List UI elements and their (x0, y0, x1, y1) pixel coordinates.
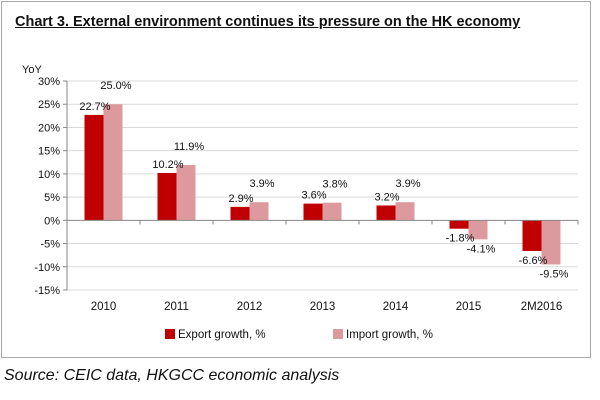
import-bar (541, 220, 561, 265)
export-bar (522, 220, 542, 251)
legend-import-label: Import growth, % (346, 329, 433, 341)
y-tick-label: 5% (44, 192, 60, 204)
y-axis-label: YoY (22, 64, 42, 76)
y-tick-label: 20% (38, 122, 60, 134)
import-bar (395, 202, 415, 221)
legend-import-swatch (333, 329, 343, 339)
export-data-label: 3.6% (301, 190, 326, 202)
export-data-label: -1.8% (446, 233, 475, 245)
export-bar (303, 203, 323, 221)
import-data-label: -4.1% (467, 243, 496, 255)
x-tick-label: 2M2016 (521, 301, 563, 313)
data-labels: 22.7% 25.0% 10.2% 11.9% 2.9% 3.9% 3.6%3.8% 3.2%… (79, 80, 568, 280)
import-bar (249, 202, 269, 221)
export-data-label: 3.2% (374, 191, 399, 203)
import-bar (103, 104, 123, 221)
x-tick-label: 2015 (456, 301, 482, 313)
chart-title: Chart 3. External environment continues … (15, 14, 521, 30)
y-tick-label: -15% (34, 285, 60, 297)
export-data-label: 2.9% (228, 193, 253, 205)
y-tick-label: 30% (38, 76, 60, 88)
x-tick-label: 2012 (237, 301, 263, 313)
export-data-label: 10.2% (152, 159, 183, 171)
y-tick-label: 15% (38, 146, 60, 158)
import-bar (176, 165, 196, 221)
legend-export-label: Export growth, % (178, 329, 266, 341)
export-data-label: 22.7% (79, 101, 110, 113)
export-bar (376, 205, 396, 221)
import-data-label: -9.5% (540, 268, 569, 280)
export-bar (449, 220, 469, 229)
source-note: Source: CEIC data, HKGCC economic analys… (4, 367, 340, 384)
y-tick-label: -5% (40, 239, 60, 251)
axes (63, 80, 579, 291)
y-tick-label: 0% (44, 215, 60, 227)
export-data-label: -6.6% (519, 255, 548, 267)
x-tick-label: 2010 (91, 301, 117, 313)
legend-export-swatch (165, 329, 175, 339)
import-data-label: 25.0% (100, 80, 131, 92)
bars (84, 104, 561, 265)
tick-labels: 30% 25% 20% 15% 10% 5% 0% -5% -10% -15% 2010 2011 20… (34, 76, 562, 313)
y-tick-label: -10% (34, 262, 60, 274)
bar-chart: YoY 22.7% 25.0% 10.2% 11.9% 2.9% 3.9% 3.6%3.8%… (22, 64, 579, 341)
import-data-label: 3.9% (249, 178, 274, 190)
import-data-label: 3.8% (322, 179, 347, 191)
import-data-label: 3.9% (395, 178, 420, 190)
gridlines (67, 80, 578, 291)
x-tick-label: 2014 (383, 301, 409, 313)
x-tick-label: 2013 (310, 301, 336, 313)
import-data-label: 11.9% (174, 141, 205, 153)
import-bar (322, 202, 342, 221)
y-tick-label: 25% (38, 99, 60, 111)
export-bar (157, 172, 177, 221)
x-tick-label: 2011 (164, 301, 189, 313)
y-tick-label: 10% (38, 169, 60, 181)
legend: Export growth, % Import growth, % (165, 329, 433, 341)
export-bar (230, 206, 250, 221)
export-bar (84, 114, 104, 221)
import-bar (468, 220, 488, 240)
